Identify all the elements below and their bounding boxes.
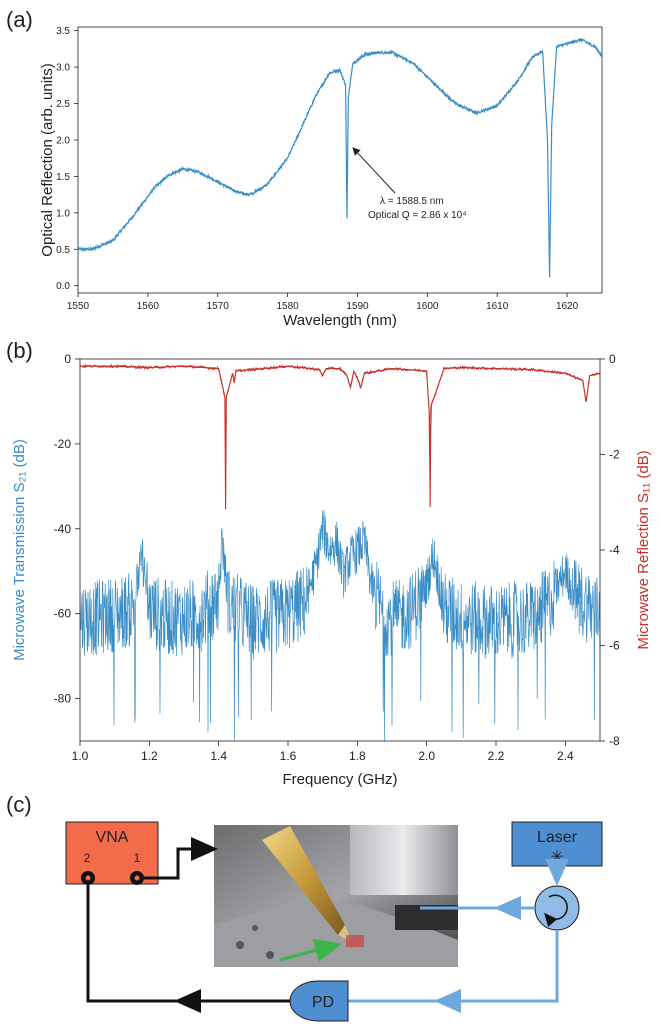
chart-b-x-tick-label: 1.6 (280, 749, 297, 763)
chart-b-x-tick-label: 2.2 (488, 749, 505, 763)
chart-a-x-tick-label: 1600 (416, 301, 439, 312)
chart-a-y-tick-label: 0.0 (56, 281, 70, 292)
vna-box (65, 821, 159, 885)
chart-b-yleft-tick-label: -80 (54, 692, 72, 706)
chart-a-x-tick-label: 1580 (276, 301, 299, 312)
chart-b-yleft-tick-label: 0 (64, 352, 71, 366)
device-photo (214, 825, 458, 967)
chart-a-x-tick-label: 1590 (346, 301, 369, 312)
chart-b-y-left-ticks: 0 -20 -40 -60 -80 (54, 352, 80, 706)
chart-a-y-tick-label: 2.0 (56, 135, 70, 146)
chart-a-y-tick-label: 1.0 (56, 208, 70, 219)
photo-hole (252, 925, 258, 931)
chart-a-y-tick-label: 3.5 (56, 26, 70, 37)
photo-hole (266, 951, 274, 959)
chart-b-ylabel-right: Microwave Reflection S₁₁ (dB) (635, 450, 652, 649)
chart-b-s21-series (79, 510, 601, 742)
annotation-arrow (352, 147, 396, 194)
photo-hole (236, 941, 244, 949)
chart-a-y-tick-label: 2.5 (56, 99, 70, 110)
photo-stage (214, 900, 458, 967)
photo-chip (346, 935, 364, 947)
laser-label: Laser (537, 829, 578, 846)
chart-b-x-tick-label: 2.4 (557, 749, 574, 763)
chart-a-y-tick-label: 3.0 (56, 63, 70, 74)
pd-box (289, 980, 349, 1022)
chart-a-x-tick-label: 1610 (486, 301, 509, 312)
cable-port1-to-probe (144, 837, 218, 880)
green-arrow (279, 938, 342, 963)
fiber-circulator-to-pd (348, 930, 559, 1003)
chart-b-yright-tick-label: -6 (609, 639, 620, 653)
chart-a: 1550 1560 1570 1580 1590 1600 1610 1620 0.0 0.5 1… (39, 26, 603, 329)
chart-a-ylabel: Optical Reflection (arb. units) (39, 63, 56, 256)
chart-b-yright-tick-label: 0 (609, 352, 616, 366)
chart-b-y-right-ticks: 0 -2 -4 -6 -8 (600, 352, 620, 748)
chart-a-x-tick-label: 1560 (137, 301, 160, 312)
chart-b-yright-tick-label: -4 (609, 543, 620, 557)
chart-b-yleft-tick-label: -60 (54, 607, 72, 621)
vna-label: VNA (96, 829, 129, 846)
chart-a-y-ticks: 0.0 0.5 1.0 1.5 2.0 2.5 3.0 3.5 (56, 26, 78, 292)
chart-a-x-tick-label: 1620 (556, 301, 579, 312)
chart-a-y-tick-label: 0.5 (56, 245, 70, 256)
chart-b-x-tick-label: 1.0 (72, 749, 89, 763)
circulator-arrow-icon (544, 894, 568, 927)
vna-port2-inner (84, 874, 92, 882)
laser-star-icon: ✳ (550, 849, 563, 866)
vna-port1-inner (133, 874, 141, 882)
chart-a-y-tick-label: 1.5 (56, 172, 70, 183)
panel-b-label: (b) (6, 338, 33, 363)
chart-b-x-tick-label: 1.4 (210, 749, 227, 763)
chart-a-frame (77, 26, 603, 294)
chart-b-yleft-tick-label: -20 (54, 437, 72, 451)
chart-b-ylabel-left: Microwave Transmission S₂₁ (dB) (11, 439, 28, 661)
panel-c-label: (c) (6, 792, 32, 817)
vna-port2-label: 2 (84, 851, 91, 865)
chart-b-s11-series-line (79, 363, 601, 510)
chart-a-xlabel: Wavelength (nm) (283, 312, 397, 329)
photo-cylinder (350, 825, 458, 895)
chart-b-x-tick-label: 1.8 (349, 749, 366, 763)
chart-a-x-tick-label: 1550 (67, 301, 90, 312)
chart-a-x-tick-label: 1570 (207, 301, 230, 312)
chart-b-x-ticks: 1.0 1.2 1.4 1.6 1.8 2.0 2.2 2.4 (72, 741, 574, 763)
setup-diagram: VNA 2 1 Laser ✳ PD (65, 821, 603, 1022)
panel-a-label: (a) (6, 7, 33, 32)
chart-b-yright-tick-label: -8 (609, 734, 620, 748)
chart-b-xlabel: Frequency (GHz) (282, 771, 397, 788)
chart-b-x-tick-label: 2.0 (418, 749, 435, 763)
chart-a-x-ticks: 1550 1560 1570 1580 1590 1600 1610 1620 (67, 293, 579, 312)
chart-b-yleft-tick-label: -40 (54, 522, 72, 536)
photo-probe (262, 826, 345, 935)
chart-b: 1.0 1.2 1.4 1.6 1.8 2.0 2.2 2.4 0-20-40-60-80 0… (11, 352, 652, 788)
chart-b-x-tick-label: 1.2 (141, 749, 158, 763)
chart-a-series-line (77, 38, 603, 278)
pd-label: PD (312, 994, 334, 1011)
annotation-wavelength: λ = 1588.5 nm (380, 196, 444, 207)
circulator (534, 885, 580, 931)
cable-pd-to-port2 (86, 885, 290, 1003)
vna-port1-label: 1 (134, 851, 141, 865)
chart-b-s21-series-line (79, 510, 601, 742)
chart-b-yright-tick-label: -2 (609, 448, 620, 462)
annotation-q-factor: Optical Q = 2.86 x 10⁴ (368, 210, 467, 221)
